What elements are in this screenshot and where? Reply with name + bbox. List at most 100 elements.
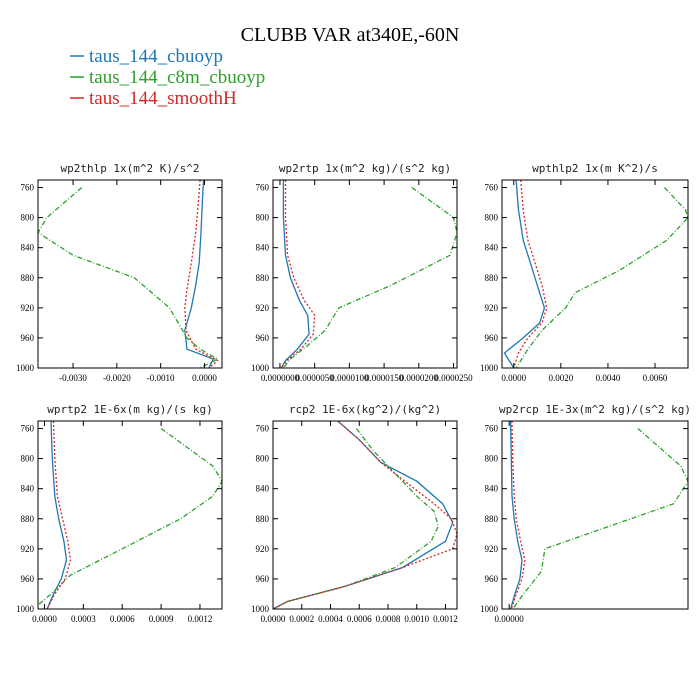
x-tick-label: 0.0000250: [434, 373, 473, 383]
x-tick-label: 0.0006: [110, 614, 135, 624]
series-line-3: [184, 180, 219, 368]
y-tick-label: 760: [21, 183, 35, 193]
series-line-3: [513, 180, 548, 368]
y-tick-label: 920: [21, 303, 35, 313]
y-tick-label: 840: [485, 484, 499, 494]
y-tick-label: 880: [21, 273, 35, 283]
series-line-2: [38, 427, 222, 606]
panel-title: wprtp2 1E-6x(m kg)/(s kg): [47, 403, 213, 416]
legend-label-c8m-cbuoyp: taus_144_c8m_cbuoyp: [89, 67, 265, 88]
y-tick-label: 800: [256, 213, 270, 223]
legend-label-cbuoyp: taus_144_cbuoyp: [89, 46, 223, 67]
panel-title: wp2rtp 1x(m^2 kg)/(s^2 kg): [279, 162, 451, 175]
x-tick-label: 0.0000: [261, 614, 286, 624]
y-tick-label: 920: [21, 544, 35, 554]
y-tick-label: 800: [21, 454, 35, 464]
panel-3: wpthlp2 1x(m K^2)/s 760 800 840 880 920 960 100…: [480, 162, 689, 383]
y-tick-label: 880: [485, 514, 499, 524]
series-group: [38, 421, 222, 609]
x-tick-label: 0.0040: [596, 373, 621, 383]
legend-item-c8m-cbuoyp: taus_144_c8m_cbuoyp: [70, 67, 265, 88]
plot-frame: [272, 179, 458, 369]
y-tick-label: 840: [21, 484, 35, 494]
panel-title: wpthlp2 1x(m K^2)/s: [532, 162, 658, 175]
y-tick-label: 880: [256, 514, 270, 524]
series-line-1: [503, 180, 546, 368]
x-tick-label: -0.0010: [147, 373, 175, 383]
y-tick-label: 1000: [16, 604, 35, 614]
plot-frame: [272, 420, 458, 610]
x-tick-label: 0.0000050: [296, 373, 335, 383]
y-tick-label: 1000: [480, 604, 499, 614]
y-tick-label: 1000: [251, 363, 270, 373]
x-tick-label: 0.0020: [548, 373, 573, 383]
panel-2: wp2rtp 1x(m^2 kg)/(s^2 kg) 760 800 840 880 92…: [251, 162, 473, 383]
x-tick-label: 0.0010: [404, 614, 429, 624]
x-tick-label: 0.0000200: [400, 373, 439, 383]
y-tick-label: 760: [485, 183, 499, 193]
y-tick-label: 1000: [251, 604, 270, 614]
legend-label-smoothh: taus_144_smoothH: [89, 88, 237, 109]
y-tick-label: 920: [256, 303, 270, 313]
series-line-2: [512, 428, 688, 609]
y-tick-label: 960: [21, 333, 35, 343]
series-line-3: [273, 421, 457, 609]
series-line-3: [46, 421, 72, 609]
x-tick-label: 0.0000100: [330, 373, 369, 383]
series-group: [503, 180, 688, 368]
panel-1: wp2thlp 1x(m^2 K)/s^2 760 800 840 880 920 960 1…: [16, 162, 223, 383]
x-tick-label: 0.0000: [32, 614, 57, 624]
y-tick-label: 960: [21, 574, 35, 584]
y-tick-label: 840: [21, 243, 35, 253]
y-tick-label: 760: [485, 424, 499, 434]
x-tick-label: 0.0000150: [365, 373, 404, 383]
plot-frame: [37, 179, 223, 369]
panel-title: wp2thlp 1x(m^2 K)/s^2: [60, 162, 199, 175]
series-line-3: [510, 421, 526, 609]
panels: wp2thlp 1x(m^2 K)/s^2 760 800 840 880 920 960 1…: [16, 162, 691, 624]
series-group: [280, 180, 457, 368]
series-line-2: [282, 186, 457, 368]
x-tick-label: 0.0006: [347, 614, 372, 624]
plot-frame: [501, 179, 689, 369]
plot-frame: [501, 420, 689, 610]
panel-title: rcp2 1E-6x(kg^2)/(kg^2): [289, 403, 441, 416]
y-tick-label: 760: [256, 424, 270, 434]
legend-item-cbuoyp: taus_144_cbuoyp: [70, 46, 223, 67]
y-tick-label: 800: [256, 454, 270, 464]
series-line-1: [280, 180, 310, 368]
legend: taus_144_cbuoyp taus_144_c8m_cbuoyp taus…: [70, 46, 265, 109]
y-tick-label: 880: [21, 514, 35, 524]
y-tick-label: 1000: [480, 363, 499, 373]
x-tick-label: 0.0000: [192, 373, 217, 383]
x-tick-label: 0.00000: [495, 614, 525, 624]
x-tick-label: -0.0020: [103, 373, 131, 383]
y-tick-label: 960: [485, 574, 499, 584]
y-tick-label: 1000: [16, 363, 35, 373]
y-tick-label: 960: [485, 333, 499, 343]
series-line-3: [280, 180, 316, 368]
y-tick-label: 800: [21, 213, 35, 223]
y-tick-label: 760: [21, 424, 35, 434]
panel-4: wprtp2 1E-6x(m kg)/(s kg) 760 800 840 880 920…: [16, 403, 223, 624]
figure-title: CLUBB VAR at340E,-60N: [241, 24, 460, 46]
y-tick-label: 880: [485, 273, 499, 283]
x-tick-label: 0.0008: [376, 614, 401, 624]
panel-6: wp2rcp 1E-3x(m^2 kg)/(s^2 kg)760 800 840 88…: [480, 403, 691, 624]
y-tick-label: 760: [256, 183, 270, 193]
y-tick-label: 880: [256, 273, 270, 283]
series-group: [38, 180, 219, 368]
y-tick-label: 960: [256, 574, 270, 584]
plot-frame: [37, 420, 223, 610]
y-tick-label: 920: [485, 544, 499, 554]
series-group: [509, 421, 688, 609]
x-tick-label: 0.0060: [643, 373, 668, 383]
y-tick-label: 920: [256, 544, 270, 554]
series-line-1: [184, 180, 215, 368]
series-group: [273, 421, 457, 609]
y-tick-label: 840: [485, 243, 499, 253]
y-tick-label: 840: [256, 243, 270, 253]
series-line-2: [515, 187, 688, 368]
y-tick-label: 920: [485, 303, 499, 313]
